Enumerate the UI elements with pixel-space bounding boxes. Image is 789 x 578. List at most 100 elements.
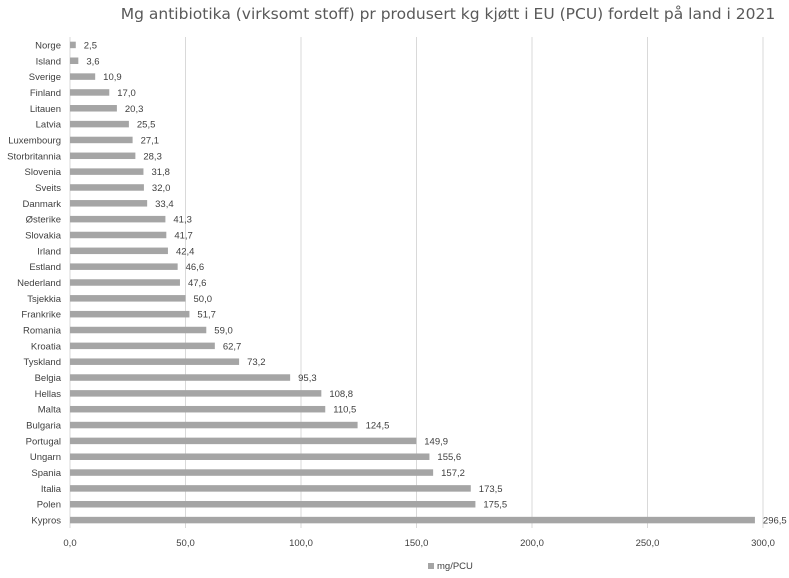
bar: [70, 168, 144, 175]
bar: [70, 152, 136, 160]
bar: [70, 231, 167, 239]
bar: [70, 310, 190, 318]
bar: [70, 200, 148, 207]
legend-label: mg/PCU: [437, 561, 473, 572]
category-label: Hellas: [35, 389, 62, 400]
bar: [70, 358, 240, 365]
category-label: Finland: [30, 88, 61, 99]
category-label: Kroatia: [31, 341, 62, 352]
bar: [70, 184, 144, 191]
data-label: 62,7: [223, 341, 242, 352]
bar: [70, 342, 215, 350]
x-axis-tick-labels: 0,0 50,0 100,0 150,0 200,0 250,0 300,0: [63, 538, 775, 549]
x-tick-label: 150,0: [405, 538, 429, 549]
data-label: 33,4: [155, 199, 174, 210]
x-tick-label: 200,0: [520, 538, 544, 549]
bar: [70, 485, 471, 492]
category-label: Slovenia: [25, 167, 62, 178]
x-tick-label: 0,0: [63, 538, 76, 549]
bars: [70, 41, 755, 524]
bar: [70, 453, 430, 460]
data-label: 149,9: [424, 436, 448, 447]
bar: [70, 437, 417, 445]
category-label: Tyskland: [24, 357, 62, 368]
category-label: Belgia: [35, 373, 62, 384]
data-label: 2,5: [84, 40, 97, 51]
bar: [70, 263, 178, 270]
data-label: 51,7: [197, 310, 216, 321]
data-label: 50,0: [194, 294, 213, 305]
category-label: Italia: [41, 484, 62, 495]
data-label: 41,7: [174, 230, 193, 241]
data-label: 155,6: [437, 452, 461, 463]
x-tick-label: 300,0: [751, 538, 775, 549]
data-label: 25,5: [137, 120, 156, 131]
x-tick-label: 50,0: [176, 538, 195, 549]
category-label: Frankrike: [21, 310, 61, 321]
bar: [70, 390, 322, 397]
category-label: Luxembourg: [8, 135, 61, 146]
data-label: 28,3: [143, 151, 162, 162]
bar: [70, 89, 110, 96]
category-label: Portugal: [26, 436, 61, 447]
bar: [70, 215, 166, 223]
data-label: 110,5: [333, 405, 356, 416]
bar: [70, 41, 76, 49]
x-tick-label: 100,0: [289, 538, 313, 549]
category-label: Estland: [29, 262, 61, 273]
category-label: Sveits: [35, 183, 61, 194]
data-label: 175,5: [483, 500, 507, 511]
bar: [70, 421, 358, 429]
chart-title: Mg antibiotika (virksomt stoff) pr produ…: [121, 5, 775, 23]
bar: [70, 247, 168, 255]
data-label: 41,3: [173, 215, 192, 226]
bar: [70, 279, 180, 286]
data-label: 3,6: [86, 56, 99, 67]
category-label: Bulgaria: [26, 421, 62, 432]
category-label: Sverige: [29, 72, 61, 83]
category-label: Irland: [37, 246, 61, 257]
data-label: 95,3: [298, 373, 317, 384]
data-label: 46,6: [186, 262, 205, 273]
data-label: 10,9: [103, 72, 122, 83]
gridlines: [69, 37, 764, 528]
bar: [70, 57, 79, 65]
bar: [70, 73, 96, 80]
data-label: 31,8: [151, 167, 170, 178]
category-label: Østerike: [26, 215, 61, 226]
category-label: Slovakia: [25, 230, 62, 241]
bar: [70, 295, 186, 302]
data-label: 27,1: [141, 135, 160, 146]
data-label: 108,8: [329, 389, 353, 400]
bar: [70, 326, 207, 334]
category-label: Latvia: [36, 120, 62, 131]
bar: [70, 374, 291, 381]
category-label: Danmark: [22, 199, 61, 210]
bar: [70, 405, 326, 413]
category-label: Ungarn: [30, 452, 61, 463]
category-label: Malta: [38, 405, 62, 416]
data-label: 20,3: [125, 104, 144, 115]
category-label: Island: [36, 56, 61, 67]
category-label: Kypros: [31, 516, 61, 527]
data-label: 59,0: [214, 326, 233, 337]
legend-swatch: [428, 563, 434, 569]
category-label: Nederland: [17, 278, 61, 289]
category-label: Litauen: [30, 104, 61, 115]
data-label: 157,2: [441, 468, 465, 479]
data-label: 42,4: [176, 246, 195, 257]
x-tick-label: 250,0: [636, 538, 660, 549]
data-label: 173,5: [479, 484, 503, 495]
data-labels: 2,5 3,6 10,9 17,0 20,3 25,5 27,1 28,3 31,8 32,0 33…: [84, 40, 787, 526]
legend: mg/PCU: [428, 561, 473, 572]
data-label: 47,6: [188, 278, 207, 289]
bar: [70, 516, 755, 524]
data-label: 17,0: [117, 88, 135, 99]
data-label: 296,5: [763, 516, 787, 527]
bar: [70, 136, 133, 144]
category-label: Storbritannia: [7, 151, 62, 162]
bar: [70, 469, 434, 476]
bar: [70, 105, 117, 112]
category-labels: Norge Island Sverige Finland Litauen Latvia Lu…: [7, 40, 62, 526]
